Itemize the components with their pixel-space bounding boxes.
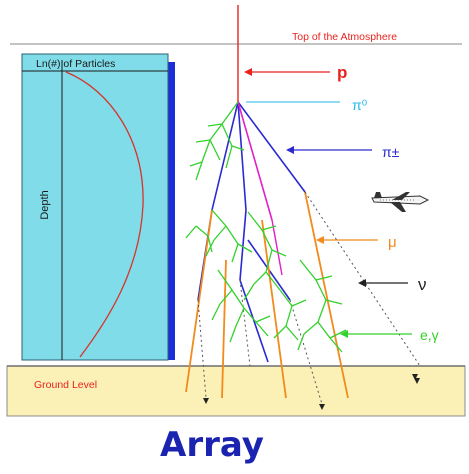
muon-pointer-head xyxy=(316,236,324,244)
particles-axis-label: Ln(#) of Particles xyxy=(36,58,115,70)
ground-marker-arrow xyxy=(414,378,420,384)
neutrino-arrowhead-3 xyxy=(412,374,418,380)
charged-pion-tracks xyxy=(197,101,306,363)
profile-panel xyxy=(21,53,169,361)
panel-shadow xyxy=(166,62,175,360)
charged-pion-pointer-head xyxy=(286,146,294,154)
ground-band xyxy=(6,365,466,417)
charged-pion-label: π± xyxy=(382,144,400,160)
proton-label: p xyxy=(337,63,347,82)
neutrino-arrowhead-1 xyxy=(203,398,209,404)
depth-axis-label: Depth xyxy=(39,190,51,219)
particle-profile-curve xyxy=(65,71,144,358)
pink-track-2 xyxy=(271,219,283,276)
electron-gamma-label: e,γ xyxy=(420,327,439,343)
muon-label: μ xyxy=(388,234,397,251)
neutrino-arrowhead-2 xyxy=(319,404,325,410)
electron-gamma-pointer-head xyxy=(340,330,348,338)
neutrino-tracks xyxy=(197,191,421,405)
neutral-pion-label: π⁰ xyxy=(352,97,368,113)
airplane-icon xyxy=(371,192,430,212)
neutrino-label: ν xyxy=(418,275,427,294)
ground-level-label: Ground Level xyxy=(34,379,97,391)
caption-array: Array xyxy=(160,425,264,465)
muon-tracks xyxy=(185,191,349,399)
neutrino-pointer-head xyxy=(358,279,366,287)
proton-pointer-head xyxy=(244,68,252,76)
electron-gamma-showers xyxy=(185,101,347,353)
atmosphere-top-label: Top of the Atmosphere xyxy=(292,31,397,43)
pink-track xyxy=(237,101,273,221)
